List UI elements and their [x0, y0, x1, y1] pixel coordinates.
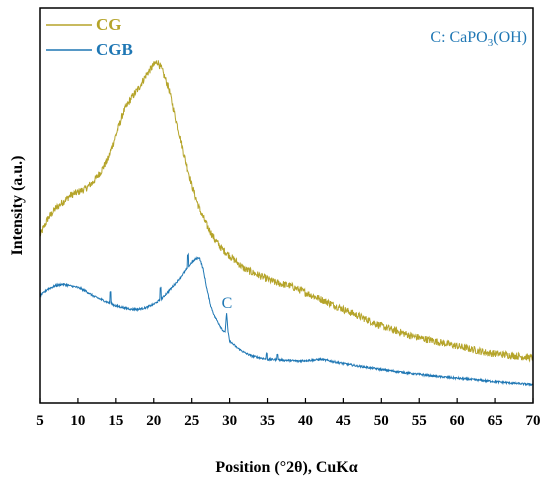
plot-frame: [39, 7, 534, 404]
legend: CG CGB: [46, 15, 133, 59]
x-tick-label: 55: [412, 413, 427, 429]
x-tick-label: 15: [108, 413, 123, 429]
x-tick-label: 70: [526, 413, 541, 429]
x-tick-label: 25: [184, 413, 199, 429]
y-axis-title: Intensity (a.u.): [9, 155, 26, 255]
series-line-cg: [39, 59, 534, 363]
series-line-cgb: [39, 252, 534, 387]
x-tick-label: 35: [260, 413, 275, 429]
x-tick-label: 65: [488, 413, 503, 429]
legend-label-cg: CG: [96, 15, 122, 34]
x-tick-label: 60: [450, 413, 465, 429]
peak-annotation-c: C: [222, 295, 233, 312]
x-tick-label: 5: [36, 413, 44, 429]
series-layer: [39, 59, 534, 387]
x-tick-label: 30: [222, 413, 237, 429]
x-axis-title: Position (°2θ), CuKα: [215, 459, 357, 476]
phase-key-tail: (OH): [493, 29, 527, 46]
phase-key-main: C: CaPO: [430, 29, 487, 46]
phase-key-subscript: 3: [488, 37, 494, 49]
x-tick-label: 45: [336, 413, 351, 429]
x-tick-label: 20: [146, 413, 161, 429]
x-axis: 5 10 15 20 25 30 35 40 45 50 55 60 65 70: [36, 398, 541, 429]
x-tick-label: 10: [70, 413, 85, 429]
legend-label-cgb: CGB: [96, 40, 133, 59]
x-tick-label: 40: [298, 413, 313, 429]
x-tick-label: 50: [374, 413, 389, 429]
phase-key-annotation: C: CaPO3(OH): [430, 29, 527, 49]
